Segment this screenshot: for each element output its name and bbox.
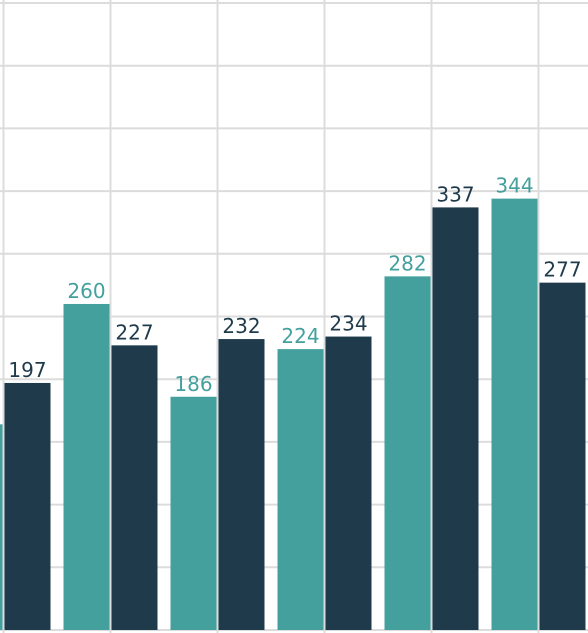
bar [277,349,324,630]
bar [0,424,3,630]
bar [325,336,372,630]
bar [384,276,431,630]
data-label: 227 [115,320,153,344]
data-label: 282 [388,251,426,275]
bar [63,303,110,630]
data-label: 186 [174,372,212,396]
data-label: 344 [495,174,533,198]
bar [170,396,217,630]
data-label: 234 [329,312,367,336]
bar [491,198,538,630]
data-label: 197 [8,358,46,382]
data-label: 232 [222,314,260,338]
bar [111,345,158,630]
bar [218,339,265,630]
data-label: 337 [436,182,474,206]
bar [539,282,586,630]
bar [4,382,51,630]
data-label: 224 [281,324,319,348]
data-label: 260 [67,279,105,303]
bar [432,207,479,631]
data-label: 277 [543,258,581,282]
